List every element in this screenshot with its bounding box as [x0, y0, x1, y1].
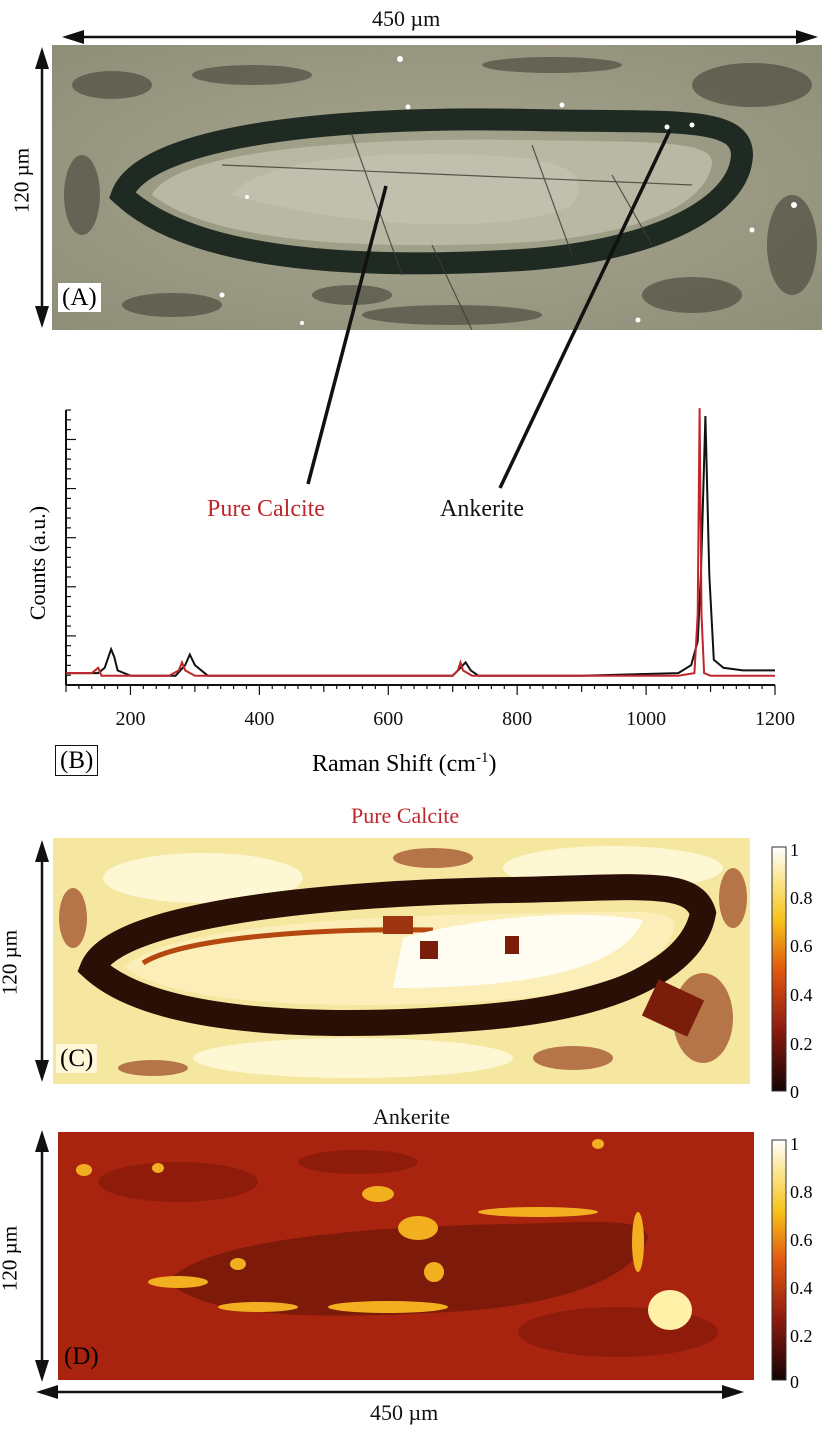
x-tick-label: 200 — [115, 708, 145, 725]
x-tick-label: 600 — [373, 708, 403, 725]
y-axis-label: Counts (a.u.) — [25, 505, 50, 621]
label-pure-calcite: Pure Calcite — [207, 496, 325, 522]
colorbar-d — [771, 1139, 787, 1381]
panel-d-title: Ankerite — [373, 1104, 450, 1129]
height-arrow-d — [35, 1130, 49, 1382]
colorbar-d-tick: 0.8 — [790, 1182, 813, 1202]
x-tick-label: 1000 — [626, 708, 666, 725]
x-tick-label: 400 — [244, 708, 274, 725]
panel-d: Ankerite 120 µm (D) 1 0.8 0.6 0.4 0.2 — [0, 1100, 822, 1430]
colorbar-c-tick: 0 — [790, 1082, 799, 1102]
pointer-lines — [306, 129, 672, 489]
colorbar-c-ticks: 1 0.8 0.6 0.4 0.2 0 — [790, 838, 822, 1102]
colorbar-d-tick: 0.6 — [790, 1230, 813, 1250]
colorbar-d-tick: 0 — [790, 1372, 799, 1392]
spectrum-line-ankerite — [66, 415, 775, 677]
pointer-line-ankerite — [498, 129, 672, 489]
panel-a-letter: (A) — [58, 283, 101, 312]
height-arrow-c — [35, 840, 49, 1082]
x-axis-label: Raman Shift (cm-1) — [312, 750, 497, 777]
label-ankerite: Ankerite — [440, 496, 524, 522]
panel-c: Pure Calcite 120 µm (C) — [0, 800, 822, 1103]
width-label-top: 450 µm — [368, 8, 445, 30]
width-label-bottom: 450 µm — [370, 1400, 439, 1425]
colorbar-c-tick: 0.4 — [790, 985, 813, 1005]
panel-b: 200 400 600 800 1000 1200 Pure Calcite Ankeri… — [0, 395, 822, 795]
colorbar-d-tick: 1 — [790, 1134, 799, 1154]
calcite-map-image — [53, 838, 750, 1084]
micrograph-image — [52, 45, 822, 330]
colorbar-c — [771, 846, 787, 1092]
panel-b-letter: (B) — [55, 745, 99, 776]
colorbar-c-tick: 0.6 — [790, 936, 813, 956]
raman-spectrum-chart: 200 400 600 800 1000 1200 — [65, 408, 795, 725]
height-arrow-a — [35, 47, 49, 328]
height-label-d: 120 µm — [0, 1225, 22, 1292]
colorbar-d-ticks: 1 0.8 0.6 0.4 0.2 0 — [790, 1132, 822, 1392]
x-tick-label: 1200 — [755, 708, 795, 725]
pointer-line-calcite — [306, 185, 388, 485]
colorbar-c-tick: 0.2 — [790, 1034, 813, 1054]
panel-c-letter: (C) — [56, 1044, 98, 1073]
panel-c-title: Pure Calcite — [351, 803, 460, 828]
x-tick-label: 800 — [502, 708, 532, 725]
panel-a: 450 µm — [0, 0, 822, 340]
colorbar-c-tick: 0.8 — [790, 888, 813, 908]
width-arrow-bottom — [36, 1385, 744, 1399]
colorbar-d-tick: 0.4 — [790, 1278, 813, 1298]
ankerite-map-image — [58, 1132, 754, 1380]
panel-d-letter: (D) — [64, 1343, 99, 1370]
height-label-c: 120 µm — [0, 929, 22, 996]
width-arrow-top — [62, 30, 818, 44]
spectrum-line-pure-calcite — [66, 408, 775, 677]
colorbar-c-tick: 1 — [790, 840, 799, 860]
colorbar-d-tick: 0.2 — [790, 1326, 813, 1346]
